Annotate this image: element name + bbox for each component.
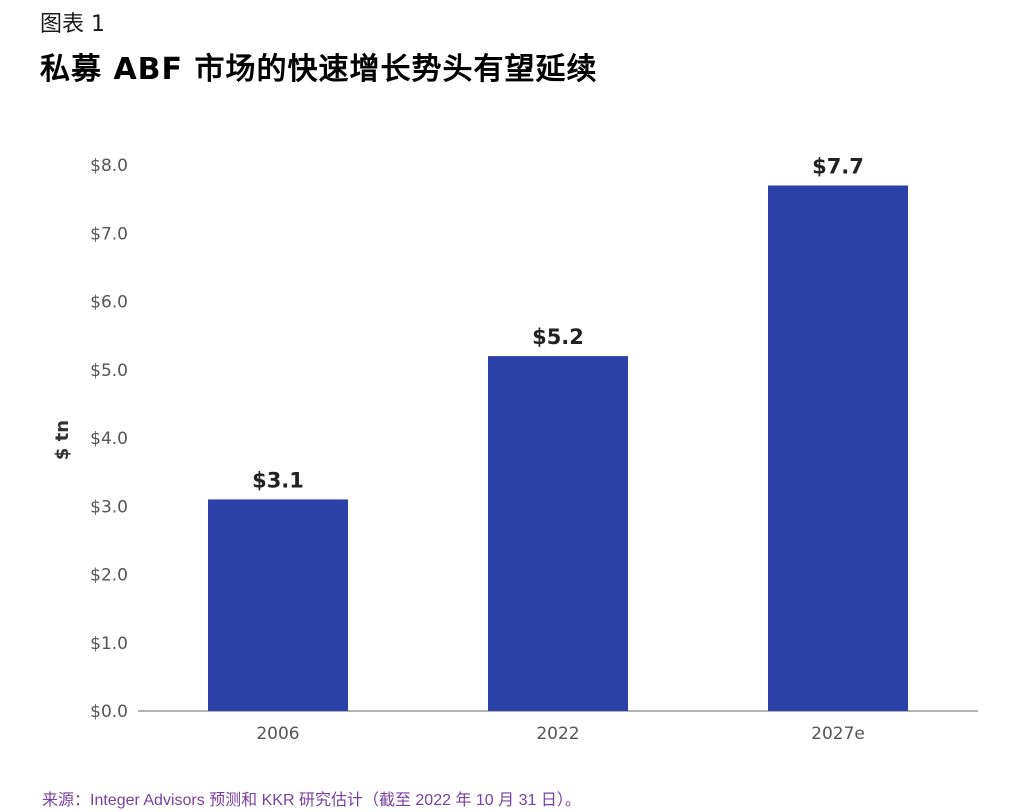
bar-value-label: $7.7 [812, 154, 864, 178]
y-tick-label: $3.0 [90, 497, 128, 517]
y-tick-label: $1.0 [90, 634, 128, 654]
bar-2022 [488, 356, 628, 711]
bar-value-label: $3.1 [252, 468, 304, 492]
y-tick-label: $4.0 [90, 429, 128, 449]
chart-title: 私募 ABF 市场的快速增长势头有望延续 [40, 52, 598, 87]
source-note: 来源：Integer Advisors 预测和 KKR 研究估计（截至 2022… [42, 792, 581, 809]
figure-label: 图表 1 [40, 12, 105, 37]
bar-2027e [768, 185, 908, 712]
x-tick-label: 2022 [536, 724, 579, 744]
y-axis-label: $ tn [52, 420, 73, 460]
bar-value-label: $5.2 [532, 325, 584, 349]
y-tick-label: $5.0 [90, 361, 128, 381]
y-tick-label: $7.0 [90, 224, 128, 244]
bar-chart: $ tn $0.0 $1.0 $2.0 $3.0 $4.0 $5.0 $6.0 $7.0 $8.… [52, 154, 978, 744]
y-tick-label: $6.0 [90, 293, 128, 313]
y-tick-label: $0.0 [90, 702, 128, 722]
y-tick-label: $2.0 [90, 566, 128, 586]
x-tick-label: 2027e [811, 724, 865, 744]
bar-2006 [208, 499, 348, 711]
y-tick-label: $8.0 [90, 156, 128, 176]
x-tick-label: 2006 [256, 724, 299, 744]
